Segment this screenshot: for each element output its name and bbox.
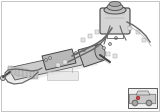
Circle shape <box>48 56 52 59</box>
FancyBboxPatch shape <box>27 70 30 78</box>
Bar <box>88 34 92 38</box>
Circle shape <box>75 52 77 55</box>
Circle shape <box>103 46 105 50</box>
FancyBboxPatch shape <box>19 68 23 76</box>
Bar <box>56 63 60 67</box>
FancyBboxPatch shape <box>34 71 38 79</box>
Polygon shape <box>78 44 105 67</box>
FancyBboxPatch shape <box>12 67 15 75</box>
Ellipse shape <box>107 3 123 11</box>
Circle shape <box>136 96 140 100</box>
Polygon shape <box>5 57 98 84</box>
Bar <box>128 26 132 30</box>
Circle shape <box>44 58 48 61</box>
Bar <box>95 30 99 34</box>
FancyBboxPatch shape <box>31 70 34 79</box>
FancyBboxPatch shape <box>8 66 12 74</box>
Circle shape <box>133 101 136 104</box>
Circle shape <box>132 100 138 106</box>
Ellipse shape <box>109 1 121 6</box>
Circle shape <box>115 37 117 40</box>
Polygon shape <box>8 50 95 80</box>
FancyBboxPatch shape <box>23 69 27 77</box>
FancyBboxPatch shape <box>16 68 19 75</box>
Circle shape <box>108 42 112 45</box>
Polygon shape <box>42 49 76 70</box>
Circle shape <box>146 100 152 106</box>
Bar <box>81 38 85 42</box>
Circle shape <box>83 48 85 52</box>
Bar <box>136 30 140 34</box>
Bar <box>142 38 146 42</box>
Polygon shape <box>136 91 150 95</box>
Bar <box>113 54 117 58</box>
Circle shape <box>0 75 5 81</box>
Ellipse shape <box>95 44 105 60</box>
Bar <box>63 60 67 64</box>
Bar <box>106 52 110 56</box>
Ellipse shape <box>104 6 126 14</box>
FancyBboxPatch shape <box>129 94 156 104</box>
Circle shape <box>148 101 151 104</box>
Bar <box>128 88 157 108</box>
FancyBboxPatch shape <box>100 8 130 34</box>
FancyBboxPatch shape <box>48 71 79 81</box>
